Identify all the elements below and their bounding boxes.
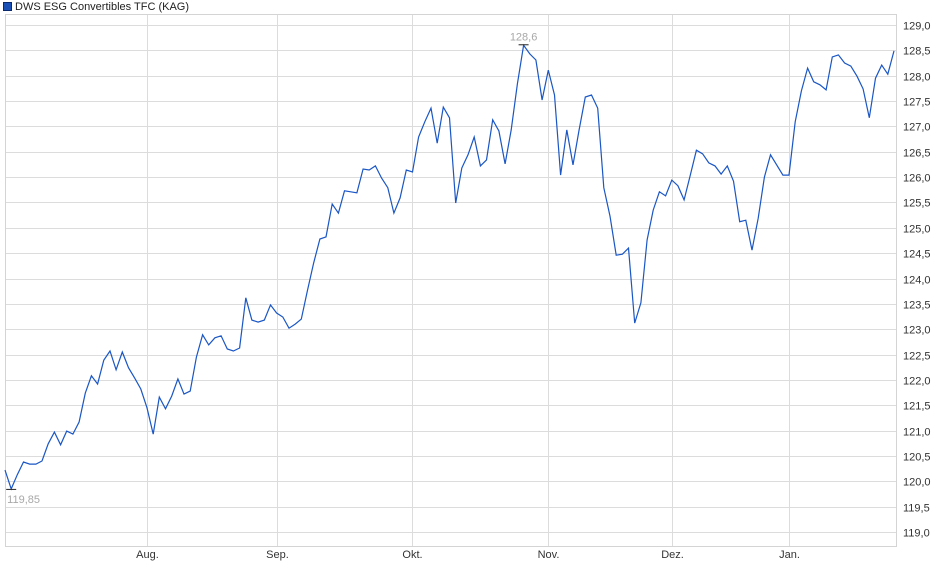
y-tick-label: 121,0 <box>903 427 931 439</box>
y-tick-label: 126,0 <box>903 173 931 185</box>
y-tick-label: 124,5 <box>903 249 931 261</box>
y-tick-label: 122,0 <box>903 376 931 388</box>
x-tick-label: Nov. <box>538 549 560 561</box>
x-axis: Aug. Sep. Okt. Nov. Dez. Jan. <box>136 549 800 561</box>
x-tick-label: Jan. <box>779 549 800 561</box>
y-tick-label: 119,0 <box>903 528 930 540</box>
y-tick-label: 120,0 <box>903 477 931 489</box>
y-tick-label: 129,0 <box>903 21 931 33</box>
x-tick-label: Aug. <box>136 549 159 561</box>
y-tick-label: 126,5 <box>903 148 931 160</box>
x-tick-label: Dez. <box>661 549 684 561</box>
legend-label: DWS ESG Convertibles TFC (KAG) <box>15 0 189 13</box>
x-tick-label: Okt. <box>402 549 422 561</box>
y-tick-label: 125,0 <box>903 224 931 236</box>
max-label: 128,6 <box>510 31 538 43</box>
y-tick-label: 123,0 <box>903 325 931 337</box>
y-axis: 119,0 119,5 120,0 120,5 121,0 121,5 122,0 122,5… <box>903 21 931 540</box>
y-tick-label: 124,0 <box>903 275 931 287</box>
y-tick-label: 127,5 <box>903 97 931 109</box>
y-tick-label: 119,5 <box>903 503 930 515</box>
price-line <box>4 43 895 491</box>
grid <box>6 15 896 546</box>
x-tick-label: Sep. <box>266 549 289 561</box>
y-tick-label: 120,5 <box>903 452 931 464</box>
plot-frame <box>5 14 897 547</box>
y-tick-label: 128,0 <box>903 72 931 84</box>
y-tick-label: 125,5 <box>903 198 931 210</box>
chart-legend: DWS ESG Convertibles TFC (KAG) <box>3 0 189 13</box>
legend-swatch <box>3 2 12 11</box>
y-tick-label: 127,0 <box>903 122 931 134</box>
annotations: 119,85 128,6 <box>6 31 537 506</box>
y-tick-label: 123,5 <box>903 300 931 312</box>
y-tick-label: 122,5 <box>903 351 931 363</box>
y-tick-label: 121,5 <box>903 401 931 413</box>
y-tick-label: 128,5 <box>903 46 931 58</box>
min-label: 119,85 <box>7 494 40 506</box>
